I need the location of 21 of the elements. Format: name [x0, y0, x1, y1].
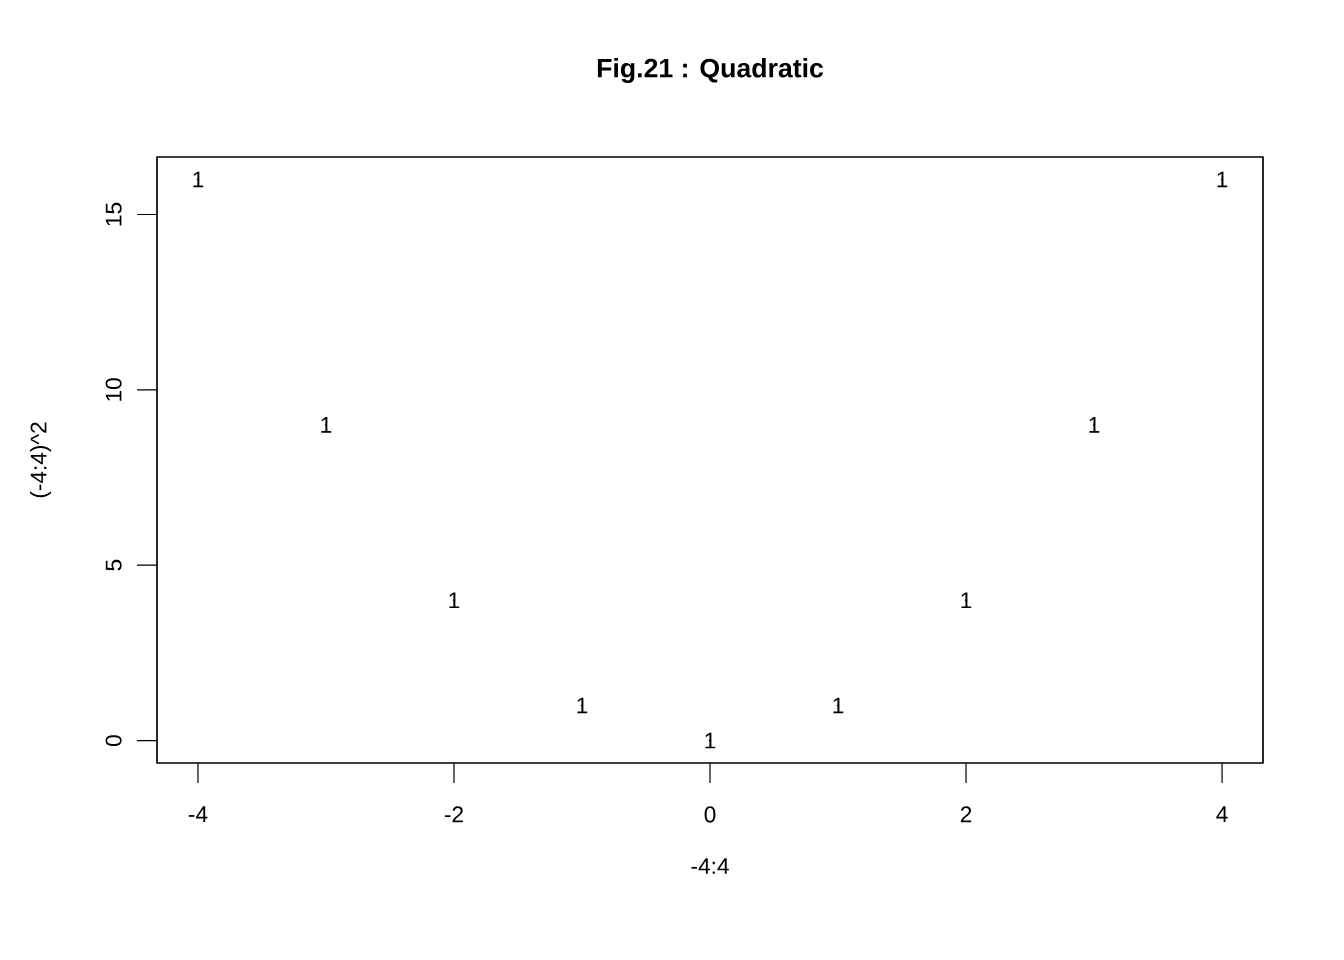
x-axis-title: -4:4 — [691, 858, 729, 874]
y-tick-label: 0 — [105, 735, 122, 746]
x-tick-label: -4 — [188, 806, 208, 822]
x-tick-label: 4 — [1216, 806, 1228, 822]
annotation: 1 — [1217, 171, 1228, 188]
x-tick-label: 0 — [704, 806, 716, 823]
annotation: 1 — [961, 592, 972, 609]
y-tick-label: 5 — [105, 559, 122, 571]
annotation: 1 — [833, 697, 844, 714]
annotation: 1 — [1089, 417, 1100, 433]
annotation: 1 — [449, 592, 460, 609]
annotation: 1 — [193, 171, 204, 188]
annotation: 1 — [321, 417, 332, 433]
annotation: 1 — [705, 732, 716, 749]
x-tick-label: -2 — [444, 806, 463, 823]
x-tick-label: 2 — [960, 806, 972, 823]
chart-title: Fig.21 : Quadratic — [597, 57, 824, 83]
y-axis-title: (-4:4)^2 — [29, 422, 52, 498]
y-tick-label: 15 — [105, 202, 122, 226]
annotation: 1 — [577, 697, 588, 714]
y-tick-label: 10 — [105, 378, 122, 401]
